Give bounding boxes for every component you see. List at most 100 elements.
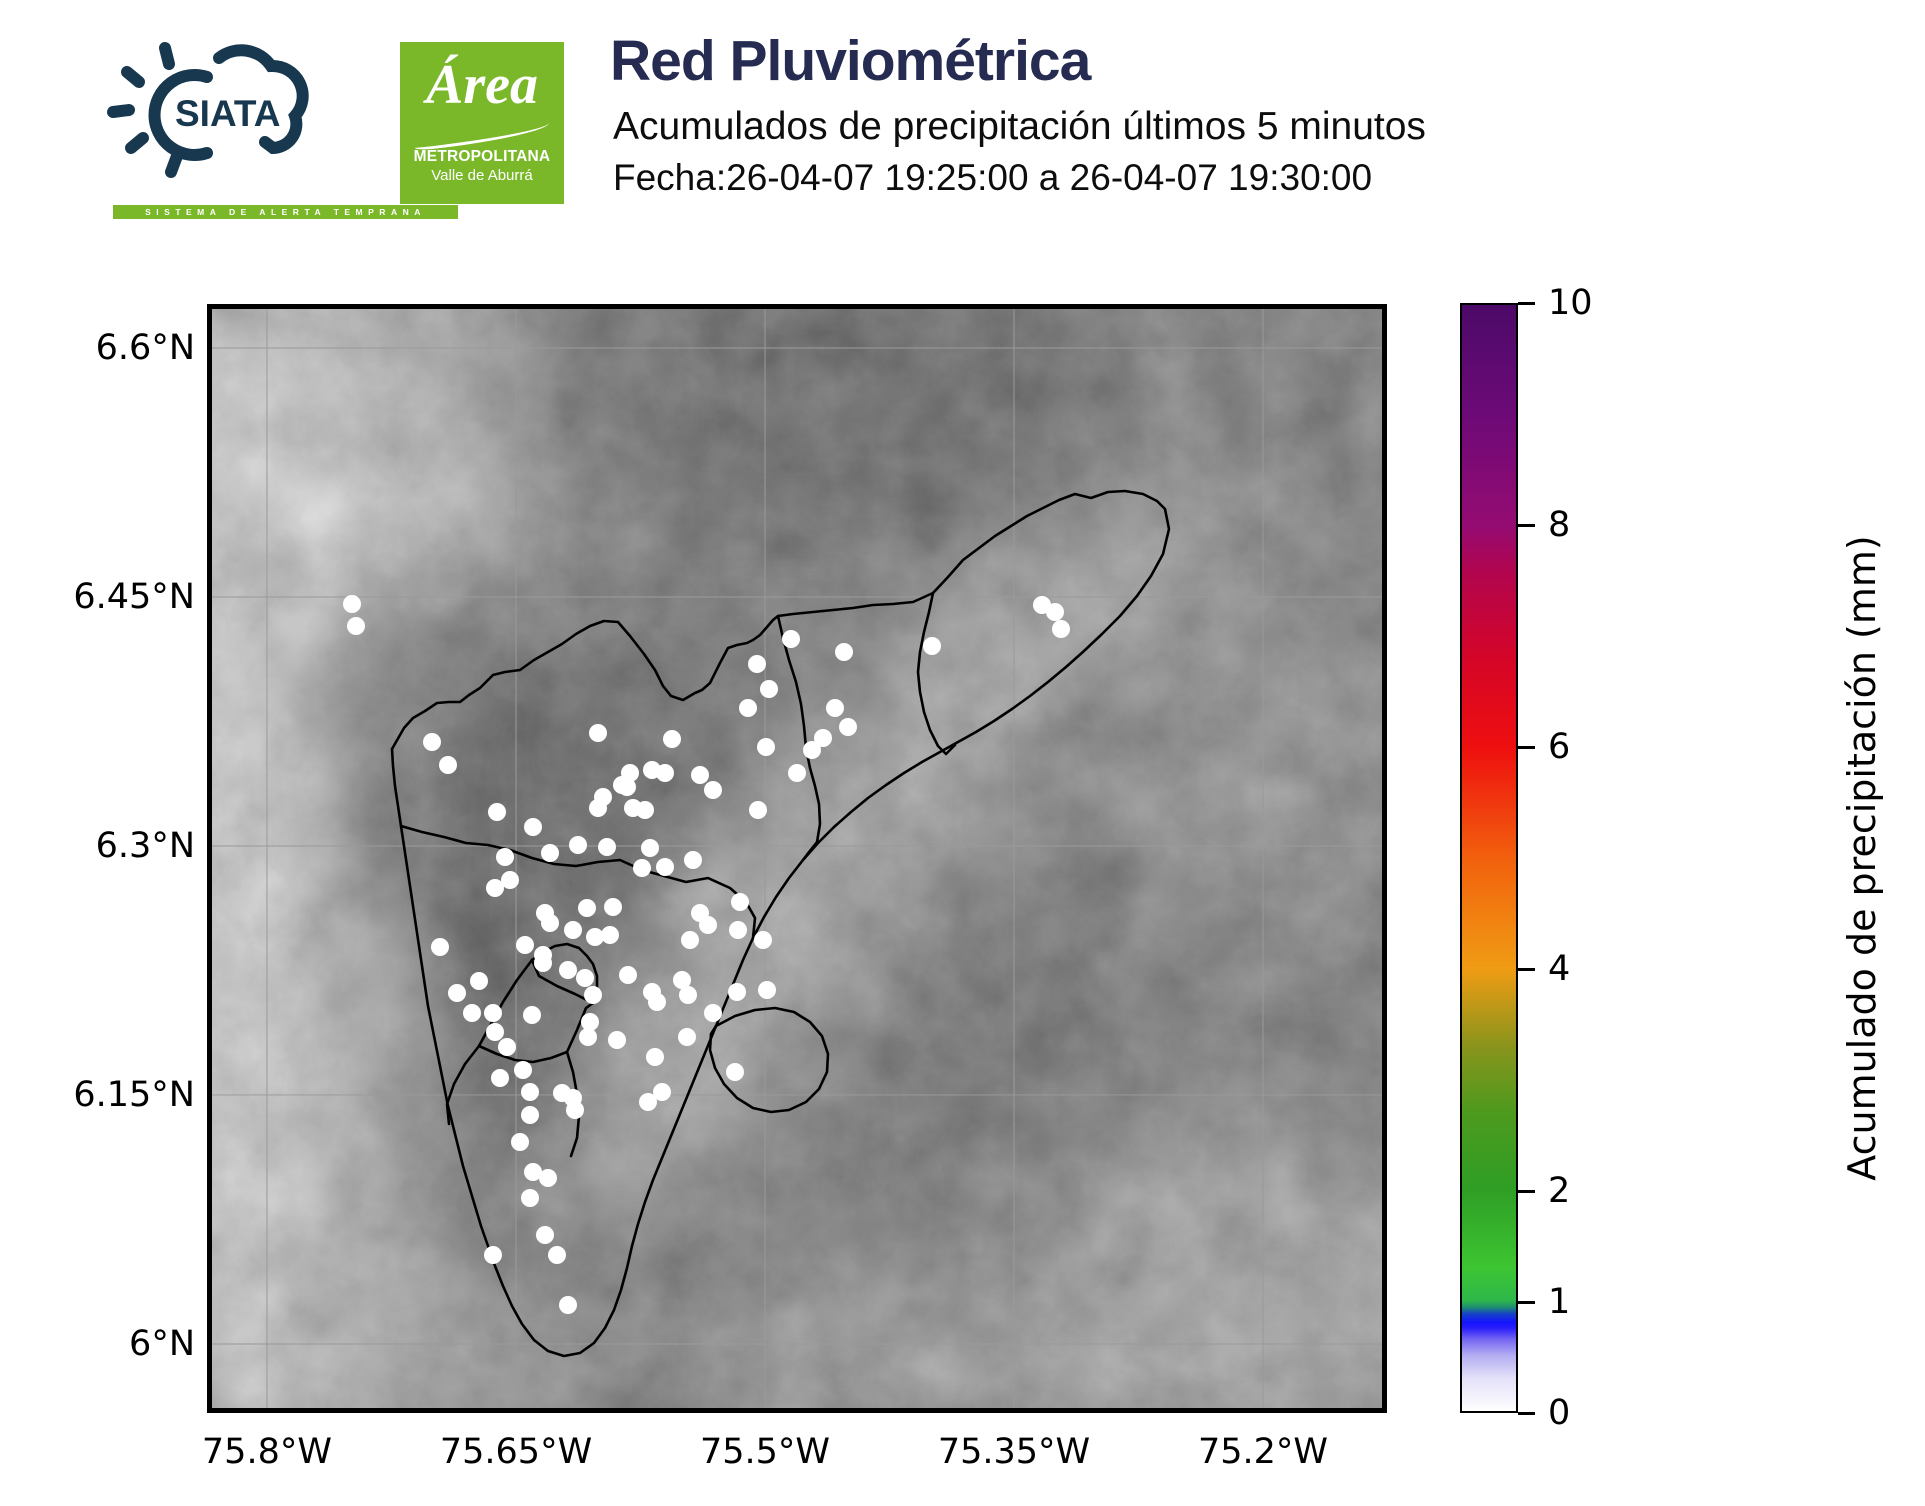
municipality-boundary <box>530 958 595 1005</box>
station-dot <box>448 984 466 1002</box>
station-dot <box>758 981 776 999</box>
station-dot <box>839 718 857 736</box>
municipality-boundary <box>916 591 957 756</box>
station-dot <box>826 699 844 717</box>
station-dot <box>653 1083 671 1101</box>
colorbar-tick-mark <box>1518 301 1535 305</box>
station-dot <box>648 993 666 1011</box>
x-tick-label: 75.8°W <box>201 1432 332 1472</box>
station-dot <box>788 764 806 782</box>
municipality-boundary <box>390 489 1171 1358</box>
municipality-boundary <box>708 1006 830 1114</box>
station-dot <box>673 971 691 989</box>
station-dot <box>496 848 514 866</box>
station-dot <box>639 1093 657 1111</box>
station-dot <box>559 961 577 979</box>
station-dot <box>521 1106 539 1124</box>
valle-de-aburra-text: Valle de Aburrá <box>431 167 533 184</box>
colorbar-tick-mark <box>1518 1189 1535 1193</box>
station-dot <box>514 1061 532 1079</box>
x-tick-label: 75.5°W <box>699 1432 831 1472</box>
station-dot <box>1052 620 1070 638</box>
station-dot <box>803 741 821 759</box>
station-dot <box>501 871 519 889</box>
station-dot <box>586 928 604 946</box>
station-dot <box>624 799 642 817</box>
station-dot <box>704 1004 722 1022</box>
colorbar-tick-mark <box>1518 523 1535 527</box>
station-dot <box>748 655 766 673</box>
station-dot <box>739 699 757 717</box>
colorbar-title: Acumulado de precipitación (mm) <box>1840 535 1884 1181</box>
municipality-boundary <box>565 1001 595 1054</box>
station-dot <box>589 799 607 817</box>
station-dot <box>782 630 800 648</box>
station-dot <box>760 680 778 698</box>
station-dot <box>423 733 441 751</box>
station-dot <box>601 926 619 944</box>
area-script-text: Área <box>426 54 538 116</box>
station-dot <box>604 898 622 916</box>
map-frame <box>207 304 1387 1413</box>
station-dot <box>589 724 607 742</box>
station-dot <box>484 1246 502 1264</box>
municipality-boundary <box>445 1044 481 1126</box>
station-dot <box>486 1023 504 1041</box>
station-dot <box>484 1004 502 1022</box>
station-dot <box>470 972 488 990</box>
municipality-boundary <box>477 1044 569 1064</box>
station-dot <box>521 1189 539 1207</box>
station-dot <box>646 1048 664 1066</box>
station-dot <box>618 778 636 796</box>
station-dot <box>684 851 702 869</box>
colorbar-tick-label: 10 <box>1548 283 1593 323</box>
station-dot <box>678 1028 696 1046</box>
station-dot <box>347 617 365 635</box>
stations-layer <box>343 595 1070 1314</box>
colorbar-tick-label: 4 <box>1548 949 1571 989</box>
station-dot <box>729 921 747 939</box>
station-dot <box>581 1013 599 1031</box>
municipality-boundaries <box>390 489 1171 1358</box>
station-dot <box>663 730 681 748</box>
station-dot <box>439 756 457 774</box>
station-dot <box>633 859 651 877</box>
station-dot <box>835 643 853 661</box>
colorbar-tick-mark <box>1518 1300 1535 1304</box>
station-dot <box>656 858 674 876</box>
station-dot <box>923 637 941 655</box>
station-dot <box>731 893 749 911</box>
colorbar-tick-label: 1 <box>1548 1282 1571 1322</box>
siata-logo: SIATA <box>107 42 309 178</box>
station-dot <box>566 1101 584 1119</box>
station-dot <box>619 966 637 984</box>
station-dot <box>541 914 559 932</box>
map-panel <box>207 304 1387 1413</box>
station-dot <box>1046 603 1064 621</box>
area-metropolitana-text: METROPOLITANA <box>413 148 551 165</box>
terrain-map <box>207 304 1387 1413</box>
station-dot <box>579 1028 597 1046</box>
station-dot <box>691 766 709 784</box>
siata-banner: SISTEMA DE ALERTA TEMPRANA <box>113 205 458 219</box>
station-dot <box>539 1169 557 1187</box>
siata-wordmark: SIATA <box>175 93 281 134</box>
station-dot <box>699 916 717 934</box>
station-dot <box>488 803 506 821</box>
date-range-label: Fecha:26-04-07 19:25:00 a 26-04-07 19:30… <box>613 157 1373 198</box>
colorbar-tick-mark <box>1518 1411 1535 1415</box>
grid-layer <box>207 304 1387 1413</box>
station-dot <box>524 818 542 836</box>
station-dot <box>641 839 659 857</box>
x-tick-label: 75.65°W <box>439 1432 593 1472</box>
station-dot <box>679 986 697 1004</box>
area-metropolitana-logo: Área METROPOLITANA Valle de Aburrá <box>400 42 564 204</box>
x-tick-label: 75.2°W <box>1197 1432 1328 1472</box>
station-dot <box>536 1226 554 1244</box>
colorbar-tick-label: 6 <box>1548 727 1571 767</box>
station-dot <box>463 1004 481 1022</box>
station-dot <box>814 729 832 747</box>
station-dot <box>491 1069 509 1087</box>
station-dot <box>541 844 559 862</box>
